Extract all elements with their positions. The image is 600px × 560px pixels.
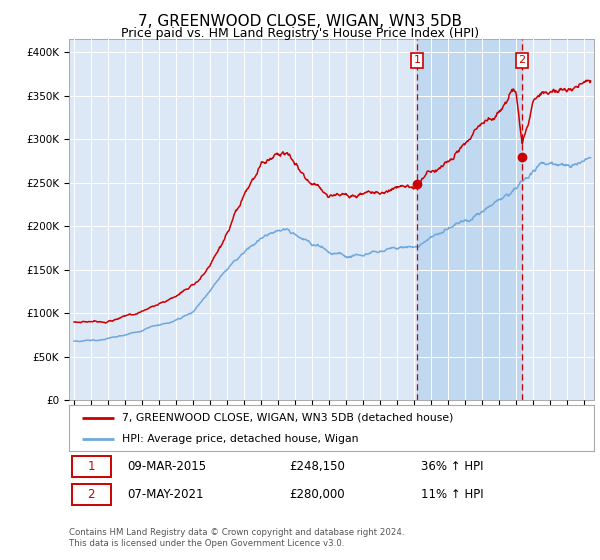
Text: Contains HM Land Registry data © Crown copyright and database right 2024.: Contains HM Land Registry data © Crown c… xyxy=(69,528,404,537)
Text: 2: 2 xyxy=(518,55,526,66)
Text: 1: 1 xyxy=(88,460,95,473)
Text: HPI: Average price, detached house, Wigan: HPI: Average price, detached house, Wiga… xyxy=(121,434,358,444)
Text: £280,000: £280,000 xyxy=(290,488,345,501)
Text: 07-MAY-2021: 07-MAY-2021 xyxy=(127,488,203,501)
FancyBboxPatch shape xyxy=(71,456,111,477)
Text: £248,150: £248,150 xyxy=(290,460,346,473)
Text: 1: 1 xyxy=(413,55,421,66)
Text: 7, GREENWOOD CLOSE, WIGAN, WN3 5DB (detached house): 7, GREENWOOD CLOSE, WIGAN, WN3 5DB (deta… xyxy=(121,413,453,423)
FancyBboxPatch shape xyxy=(71,484,111,505)
Text: 09-MAR-2015: 09-MAR-2015 xyxy=(127,460,206,473)
Text: This data is licensed under the Open Government Licence v3.0.: This data is licensed under the Open Gov… xyxy=(69,539,344,548)
Text: 36% ↑ HPI: 36% ↑ HPI xyxy=(421,460,483,473)
Bar xyxy=(417,39,522,400)
Text: Price paid vs. HM Land Registry's House Price Index (HPI): Price paid vs. HM Land Registry's House … xyxy=(121,27,479,40)
Text: 7, GREENWOOD CLOSE, WIGAN, WN3 5DB: 7, GREENWOOD CLOSE, WIGAN, WN3 5DB xyxy=(138,14,462,29)
Text: 2: 2 xyxy=(88,488,95,501)
Text: 11% ↑ HPI: 11% ↑ HPI xyxy=(421,488,484,501)
